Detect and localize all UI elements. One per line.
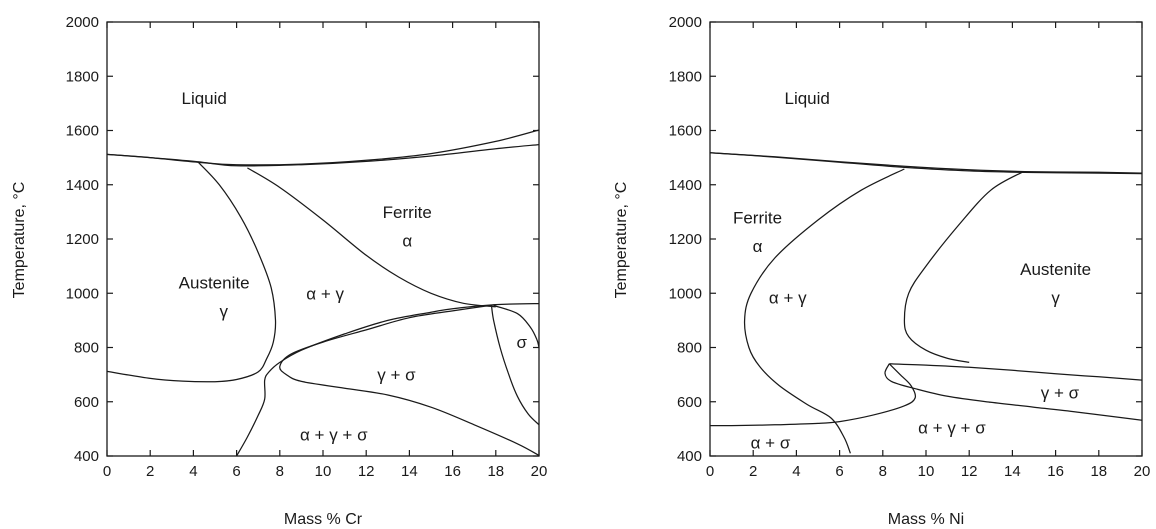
- phase-region-label: Ferrite: [383, 203, 432, 222]
- x-tick-label: 12: [358, 463, 375, 480]
- x-tick-label: 14: [1004, 463, 1021, 480]
- y-tick-label: 600: [74, 394, 99, 411]
- phase-region-label: α: [402, 231, 412, 250]
- y-axis-title: Temperature, °C: [613, 182, 630, 299]
- y-tick-label: 2000: [66, 14, 99, 31]
- y-tick-label: 1600: [66, 123, 99, 140]
- phase-region-label: Liquid: [182, 89, 227, 108]
- phase-boundary-line: [709, 152, 1143, 175]
- y-tick-label: 800: [677, 340, 702, 357]
- phase-region-label: α + γ + σ: [300, 425, 368, 444]
- y-tick-label: 1200: [66, 231, 99, 248]
- x-tick-label: 20: [531, 463, 548, 480]
- phase-boundary-line: [247, 167, 496, 308]
- ni-phase-diagram-panel: Mass % Ni Temperature, °C 0 2 4 6 8 10 12 14 16 1…: [613, 14, 1150, 528]
- phase-boundary-line: [903, 171, 1024, 364]
- cr-phase-diagram-panel: Mass % Cr Temperature, °C 0 2 4 6 8 10 12 14 16 1…: [11, 14, 547, 528]
- x-tick-label: 12: [961, 463, 978, 480]
- phase-boundary-line: [493, 304, 540, 348]
- x-axis-title: Mass % Cr: [284, 511, 363, 528]
- phase-boundary-line: [889, 363, 1143, 381]
- y-axis-title: Temperature, °C: [11, 182, 28, 299]
- phase-boundary-line: [709, 152, 1143, 174]
- phase-region-label: α + γ: [306, 284, 344, 303]
- phase-region-label: γ: [219, 302, 228, 321]
- x-tick-label: 10: [918, 463, 935, 480]
- x-axis-title: Mass % Ni: [888, 511, 964, 528]
- phase-region-label: γ + σ: [377, 366, 416, 385]
- x-tick-label: 18: [1090, 463, 1107, 480]
- phase-region-label: Austenite: [179, 273, 250, 292]
- y-tick-label: 600: [677, 394, 702, 411]
- x-tick-label: 10: [315, 463, 332, 480]
- phase-region-label: α + σ: [751, 433, 791, 452]
- y-tick-label: 1400: [66, 177, 99, 194]
- x-tick-label: 16: [1047, 463, 1064, 480]
- phase-region-label: Liquid: [785, 89, 830, 108]
- x-tick-label: 4: [792, 463, 800, 480]
- phase-region-label: Ferrite: [733, 208, 782, 227]
- phase-region-label: α + γ: [769, 288, 807, 307]
- x-tick-label: 2: [146, 463, 154, 480]
- y-tick-label: 1200: [669, 231, 702, 248]
- x-tick-label: 20: [1134, 463, 1151, 480]
- y-tick-label: 1000: [66, 285, 99, 302]
- y-tick-label: 800: [74, 340, 99, 357]
- x-tick-label: 4: [189, 463, 197, 480]
- phase-region-label: γ + σ: [1041, 383, 1080, 402]
- phase-boundary-line: [106, 143, 540, 167]
- y-tick-label: 1800: [66, 68, 99, 85]
- x-tick-label: 8: [276, 463, 284, 480]
- phase-region-label: γ: [1051, 288, 1060, 307]
- phase-region-label: σ: [516, 333, 527, 352]
- phase-boundary-line: [709, 363, 917, 427]
- phase-boundary-line: [236, 302, 540, 457]
- x-tick-label: 14: [401, 463, 418, 480]
- x-tick-label: 0: [706, 463, 714, 480]
- y-tick-label: 1400: [669, 177, 702, 194]
- phase-boundary-line: [279, 303, 540, 457]
- x-tick-label: 0: [103, 463, 111, 480]
- plot-frame: [106, 21, 540, 457]
- phase-boundary-line: [743, 168, 905, 454]
- y-tick-label: 400: [677, 448, 702, 465]
- y-tick-label: 2000: [669, 14, 702, 31]
- phase-region-label: Austenite: [1020, 260, 1091, 279]
- y-tick-label: 1800: [669, 68, 702, 85]
- x-tick-label: 6: [232, 463, 240, 480]
- x-tick-label: 18: [487, 463, 504, 480]
- y-tick-label: 1000: [669, 285, 702, 302]
- phase-boundary-line: [106, 161, 277, 383]
- phase-region-label: α: [753, 237, 763, 256]
- x-tick-label: 8: [879, 463, 887, 480]
- x-tick-label: 2: [749, 463, 757, 480]
- x-tick-label: 6: [835, 463, 843, 480]
- phase-boundary-line: [490, 305, 540, 426]
- y-tick-label: 400: [74, 448, 99, 465]
- phase-region-label: α + γ + σ: [918, 419, 986, 438]
- phase-boundary-line: [884, 363, 1143, 421]
- y-tick-label: 1600: [669, 123, 702, 140]
- x-tick-label: 16: [444, 463, 461, 480]
